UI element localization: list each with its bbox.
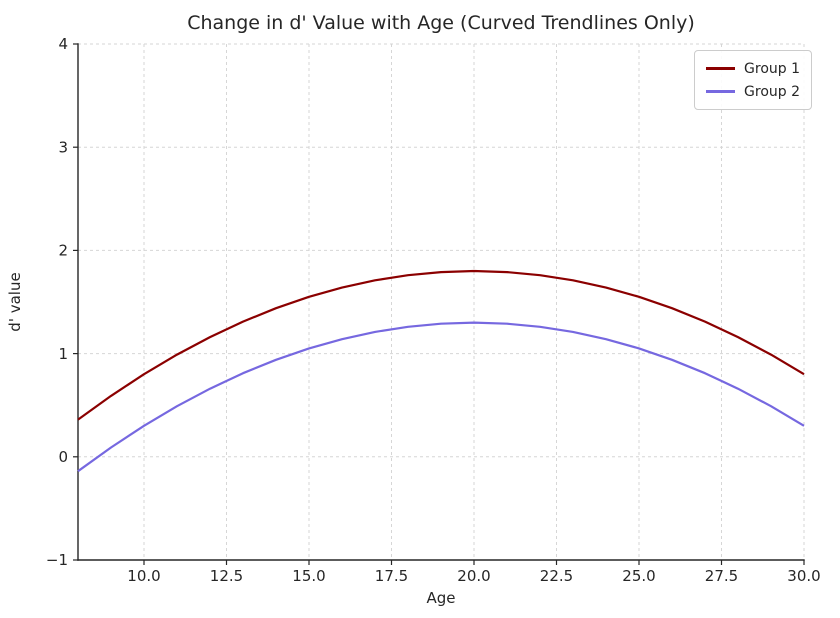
legend-label-group-2: Group 2	[744, 83, 800, 100]
x-tick-label: 30.0	[787, 567, 820, 585]
legend-item-group-1: Group 1	[706, 57, 800, 80]
x-tick-label: 17.5	[375, 567, 408, 585]
y-tick-label: −1	[46, 551, 68, 569]
y-tick-label: 2	[58, 242, 68, 260]
axis-layer: 10.0 12.5 15.0 17.5 20.0 22.5 25.0 27.5 30.0 −1 0 1…	[46, 35, 821, 585]
x-axis-label: Age	[426, 589, 455, 607]
x-tick-label: 20.0	[457, 567, 490, 585]
chart-title: Change in d' Value with Age (Curved Tren…	[187, 12, 695, 34]
legend-box: Group 1 Group 2	[694, 50, 812, 110]
series-line-group-1	[77, 269, 805, 421]
y-tick-label: 1	[58, 345, 68, 363]
legend-label-group-1: Group 1	[744, 60, 800, 77]
legend-item-group-2: Group 2	[706, 80, 800, 103]
x-tick-label: 27.5	[705, 567, 738, 585]
x-tick-label: 12.5	[210, 567, 243, 585]
x-tick-label: 22.5	[540, 567, 573, 585]
y-tick-label: 0	[58, 448, 68, 466]
legend-line-swatch-group-2	[706, 90, 736, 93]
legend-line-swatch-group-1	[706, 67, 736, 70]
y-axis-label: d' value	[6, 272, 24, 331]
y-tick-label: 4	[58, 35, 68, 53]
grid-layer	[78, 43, 805, 561]
x-tick-label: 10.0	[127, 567, 160, 585]
series-layer	[77, 269, 805, 473]
x-tick-label: 25.0	[622, 567, 655, 585]
x-tick-label: 15.0	[292, 567, 325, 585]
series-line-group-2	[77, 321, 805, 473]
y-tick-label: 3	[58, 138, 68, 156]
